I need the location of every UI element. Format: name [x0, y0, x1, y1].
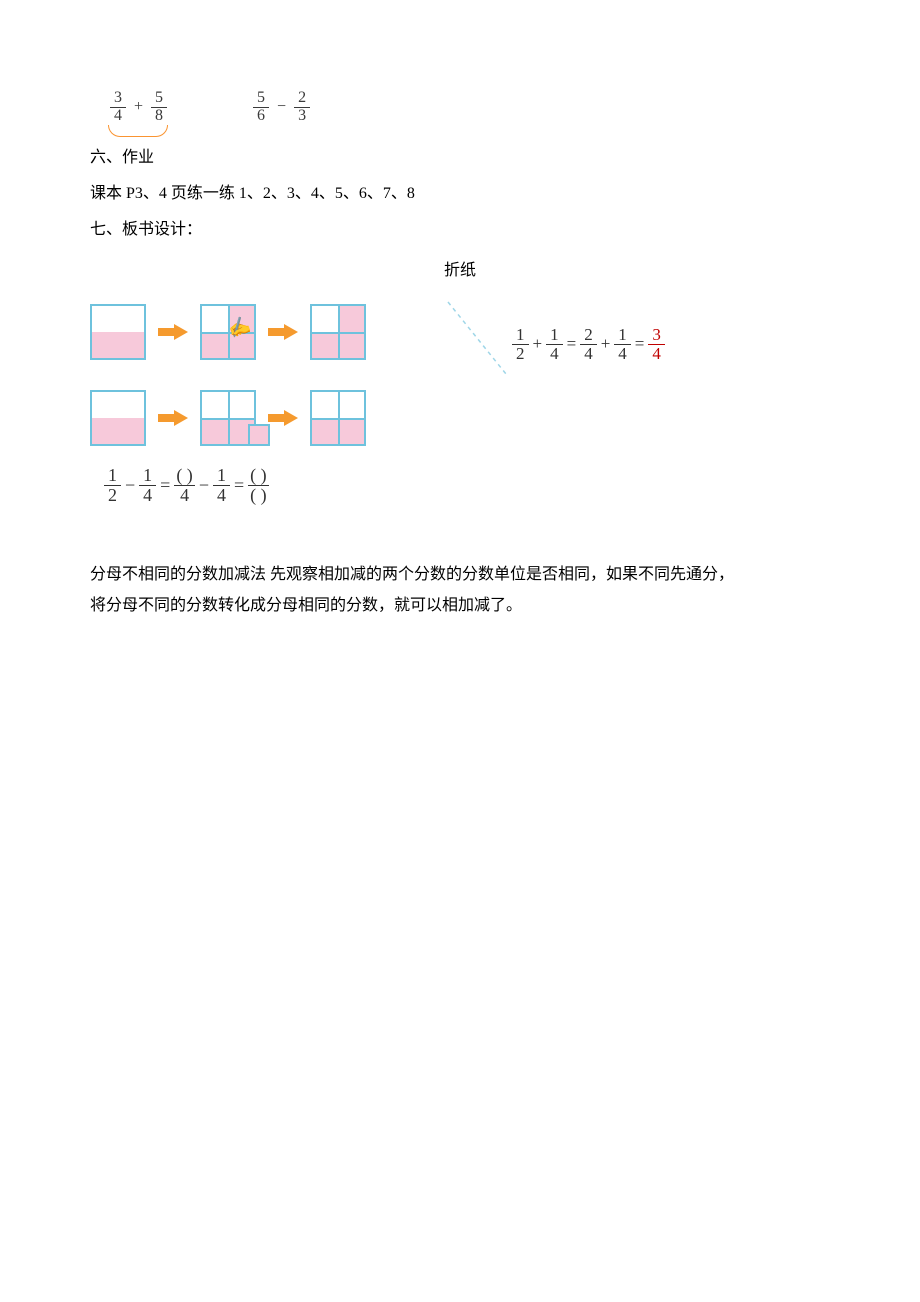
tile-a1-half — [90, 304, 146, 360]
arrow-icon — [268, 322, 298, 342]
plus-op: + — [531, 328, 545, 360]
frac-1-4: 14 — [546, 326, 563, 363]
plus-op: + — [132, 92, 145, 122]
equation-subtraction: 12 − 14 = ( )4 − 14 = ( )( ) — [102, 466, 271, 505]
arrow-icon — [268, 408, 298, 428]
denominator: 4 — [110, 107, 126, 125]
frac-5-6: 5 6 — [253, 90, 269, 125]
frac-1-4: 14 — [614, 326, 631, 363]
grid-hline — [202, 418, 254, 420]
fill-bottom-half — [92, 418, 144, 444]
underline-arc — [108, 125, 168, 137]
denominator: 8 — [151, 107, 167, 125]
explanation-line-1: 分母不相同的分数加减法 先观察相加减的两个分数的分数单位是否相同，如果不同先通分… — [90, 560, 830, 590]
equals-op: = — [158, 468, 172, 502]
top-fraction-expressions: 3 4 + 5 8 5 6 − 2 3 — [108, 90, 830, 125]
minus-op: − — [275, 92, 288, 122]
frac-5-8: 5 8 — [151, 90, 167, 125]
extra-small-square — [248, 424, 270, 446]
fill-top-right — [338, 306, 364, 332]
explanation-line-2: 将分母不同的分数转化成分母相同的分数，就可以相加减了。 — [90, 591, 830, 621]
board-design: ✍️ 12 + 14 = 24 + 14 = 34 — [90, 298, 830, 548]
section-seven-heading: 七、板书设计： — [90, 215, 830, 245]
tile-b3-one-quarter — [310, 390, 366, 446]
equals-op: = — [633, 328, 647, 360]
tile-b1-half — [90, 390, 146, 446]
frac-2-4: 24 — [580, 326, 597, 363]
grid-hline — [312, 332, 364, 334]
board-title: 折纸 — [90, 256, 830, 286]
frac-1-4: 14 — [213, 466, 230, 505]
expr-2: 5 6 − 2 3 — [251, 90, 312, 125]
fill-bottom-half — [92, 332, 144, 358]
frac-3-4-result: 34 — [648, 326, 665, 363]
equals-op: = — [232, 468, 246, 502]
frac-blank-4: ( )4 — [174, 466, 195, 505]
minus-op: − — [197, 468, 211, 502]
frac-1-2: 12 — [512, 326, 529, 363]
numerator: 5 — [151, 90, 167, 107]
grid-hline — [312, 418, 364, 420]
equals-op: = — [565, 328, 579, 360]
board-row-b — [90, 390, 366, 446]
minus-op: − — [123, 468, 137, 502]
denominator: 6 — [253, 107, 269, 125]
equation-addition: 12 + 14 = 24 + 14 = 34 — [510, 326, 667, 363]
frac-3-4: 3 4 — [110, 90, 126, 125]
section-six-heading: 六、作业 — [90, 143, 830, 173]
expr-1: 3 4 + 5 8 — [108, 90, 169, 125]
board-row-a: ✍️ — [90, 304, 366, 360]
tile-a2-hand: ✍️ — [200, 304, 256, 360]
arrow-icon — [158, 408, 188, 428]
numerator: 3 — [110, 90, 126, 107]
section-six-body: 课本 P3、4 页练一练 1、2、3、4、5、6、7、8 — [90, 179, 830, 209]
denominator: 3 — [294, 107, 310, 125]
arrow-icon — [158, 322, 188, 342]
tile-b2-half-extra — [200, 390, 256, 446]
frac-1-4: 14 — [139, 466, 156, 505]
numerator: 2 — [294, 90, 310, 107]
frac-blank-blank: ( )( ) — [248, 466, 269, 505]
tile-a3-three-quarter — [310, 304, 366, 360]
frac-2-3: 2 3 — [294, 90, 310, 125]
frac-1-2: 12 — [104, 466, 121, 505]
numerator: 5 — [253, 90, 269, 107]
plus-op: + — [599, 328, 613, 360]
